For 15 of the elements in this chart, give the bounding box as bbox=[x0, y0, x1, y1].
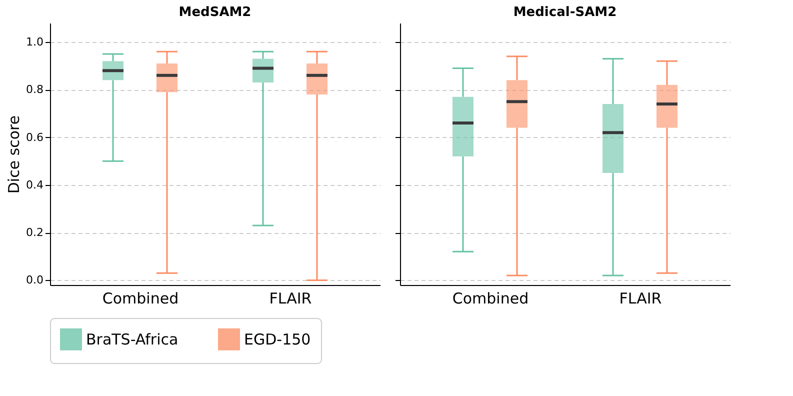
legend-label: BraTS-Africa bbox=[86, 330, 178, 348]
chart-title: Medical-SAM2 bbox=[513, 5, 617, 20]
y-tick-label: 0.8 bbox=[26, 83, 44, 96]
y-tick-label: 0.4 bbox=[26, 178, 44, 192]
y-tick-label: 0.0 bbox=[26, 274, 44, 287]
y-axis-title: Dice score bbox=[5, 115, 24, 194]
legend-label: EGD-150 bbox=[244, 330, 311, 348]
x-tick-label: Combined bbox=[452, 290, 529, 308]
x-tick-label: FLAIR bbox=[619, 290, 662, 308]
x-tick-label: FLAIR bbox=[269, 290, 312, 308]
y-tick-label: 0.6 bbox=[26, 130, 44, 144]
y-tick-label: 1.0 bbox=[26, 36, 44, 49]
chart-title: MedSAM2 bbox=[178, 5, 252, 20]
y-tick-label: 0.2 bbox=[26, 226, 44, 240]
x-tick-label: Combined bbox=[102, 290, 179, 308]
